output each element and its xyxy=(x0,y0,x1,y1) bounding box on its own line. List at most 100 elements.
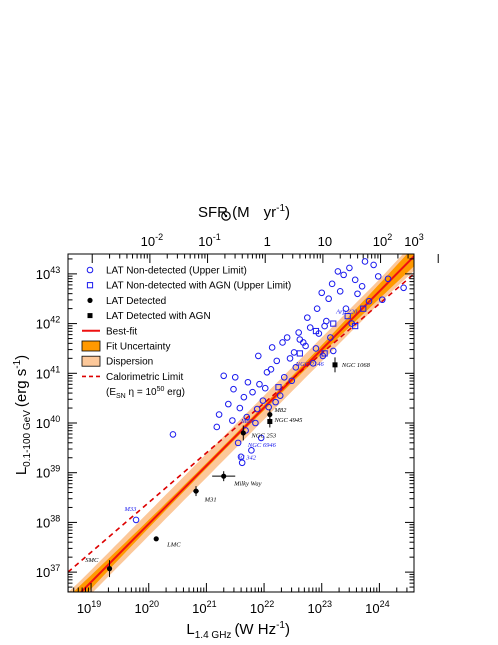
galaxy-label: LMC xyxy=(166,541,181,548)
y-tick-label: 1042 xyxy=(36,315,60,332)
upper-limit-point xyxy=(213,423,221,431)
upper-limit-point xyxy=(276,392,284,399)
legend-item: LAT Non-detected with AGN (Upper Limit) xyxy=(86,281,291,292)
upper-limit-point xyxy=(272,398,279,406)
axis-ticks xyxy=(67,254,439,593)
upper-limit-point xyxy=(261,384,269,392)
upper-limit-agn-point xyxy=(360,305,367,312)
upper-limit-point xyxy=(238,459,246,467)
y-tick-label: 1040 xyxy=(36,414,60,431)
upper-limit-point xyxy=(318,289,326,297)
detected-point xyxy=(193,488,199,494)
detected-point xyxy=(221,473,227,479)
upper-limit-point xyxy=(325,295,332,303)
galaxy-label: NGC 6946 xyxy=(247,442,277,449)
upper-limit-point xyxy=(256,380,263,388)
upper-limit-point xyxy=(231,373,239,381)
top-tick-label: 102 xyxy=(373,232,392,249)
legend-label: (ESN η = 1050 erg) xyxy=(106,386,185,400)
upper-limit-point xyxy=(253,405,261,413)
upper-limit-point xyxy=(237,453,245,461)
upper-limit-point xyxy=(327,334,334,341)
upper-limit-point xyxy=(252,419,259,427)
upper-limit-point xyxy=(370,261,377,269)
galaxy-label: NGC 2146 xyxy=(295,361,325,368)
upper-limit-point xyxy=(351,276,359,284)
top-axis-title: SFR (M yr-1) xyxy=(198,203,290,221)
top-tick-label: 10-2 xyxy=(141,232,163,249)
galaxy-labels: SMC LMC M31 Milky Way NGC 253 M82 NGC 4945 NGC … xyxy=(85,309,370,565)
upper-limit-point xyxy=(306,324,314,331)
legend-label: LAT Detected xyxy=(106,296,166,307)
upper-limit-point xyxy=(254,352,262,360)
upper-limit-point xyxy=(358,283,366,290)
upper-limit-point xyxy=(279,339,286,346)
upper-limit-point xyxy=(283,334,291,341)
y-tick-label: 1039 xyxy=(36,464,60,481)
y-tick-label: 1038 xyxy=(36,513,60,530)
upper-limit-point xyxy=(290,349,298,356)
upper-limit-point xyxy=(248,447,255,454)
x-tick-label: 1022 xyxy=(250,599,274,616)
upper-limit-agn-point xyxy=(330,320,337,327)
upper-limit-point xyxy=(304,314,311,321)
upper-limit-point xyxy=(400,284,407,292)
x-tick-label: 1023 xyxy=(307,599,331,616)
upper-limit-point xyxy=(236,404,244,412)
galaxy-label: M31 xyxy=(204,497,217,504)
x-tick-labels: 1019 1020 1021 1022 1023 1024 xyxy=(77,599,390,616)
galaxy-label: M83 xyxy=(240,418,254,425)
x-tick-label: 1019 xyxy=(77,599,101,616)
upper-limit-markers xyxy=(132,258,407,524)
upper-limit-point xyxy=(229,417,236,424)
upper-limit-point xyxy=(268,344,276,351)
upper-limit-agn-point xyxy=(296,350,303,357)
upper-limit-point xyxy=(346,264,353,272)
upper-limit-agn-markers xyxy=(275,305,367,391)
galaxy-label: SMC xyxy=(85,557,99,564)
legend-item: Fit Uncertainty xyxy=(81,340,170,353)
upper-limit-point xyxy=(302,342,309,350)
upper-limit-point xyxy=(243,413,251,421)
legend-open-circle-marker xyxy=(86,266,94,274)
top-tick-label: 10 xyxy=(318,234,332,249)
upper-limit-agn-point xyxy=(344,313,351,320)
legend-item: LAT Non-detected (Upper Limit) xyxy=(86,266,247,277)
upper-limit-point xyxy=(215,411,223,418)
y-tick-labels: 1037 1038 1039 1040 1041 1042 1043 xyxy=(36,265,60,580)
legend-orange-box xyxy=(81,340,101,352)
detected-point xyxy=(153,536,159,542)
detected-point xyxy=(240,430,246,436)
legend-item: Best-fit xyxy=(82,326,137,337)
legend-item: Dispersion xyxy=(81,355,153,368)
top-tick-label: 10-1 xyxy=(198,232,220,249)
upper-limit-agn-point xyxy=(312,327,320,335)
y-tick-label: 1041 xyxy=(36,364,60,381)
upper-limit-point xyxy=(259,397,267,404)
upper-limit-point xyxy=(365,297,373,305)
upper-limit-point xyxy=(220,372,227,380)
legend: LAT Non-detected (Upper Limit) LAT Non-de… xyxy=(81,266,291,400)
legend-label: LAT Detected with AGN xyxy=(106,311,211,322)
upper-limit-point xyxy=(267,366,275,373)
upper-limit-point xyxy=(244,378,252,386)
legend-item: Calorimetric Limit xyxy=(82,372,183,383)
upper-limit-point xyxy=(280,373,288,381)
upper-limit-agn-point xyxy=(275,384,282,391)
legend-peach-box xyxy=(81,355,101,367)
upper-limit-point xyxy=(240,393,248,401)
legend-item: LAT Detected xyxy=(87,296,166,307)
detected-agn-point xyxy=(332,362,338,368)
legend-open-square-marker xyxy=(86,282,94,289)
upper-limit-point xyxy=(384,275,392,283)
detected-point xyxy=(106,566,113,572)
legend-item: LAT Detected with AGN xyxy=(87,311,211,322)
upper-limit-point xyxy=(340,271,347,279)
best-fit-line xyxy=(79,255,414,592)
upper-limit-point xyxy=(169,431,177,438)
legend-label: LAT Non-detected with AGN (Upper Limit) xyxy=(106,281,291,292)
upper-limit-point xyxy=(361,258,369,265)
upper-limit-point xyxy=(334,268,342,275)
upper-limit-point xyxy=(312,345,320,352)
